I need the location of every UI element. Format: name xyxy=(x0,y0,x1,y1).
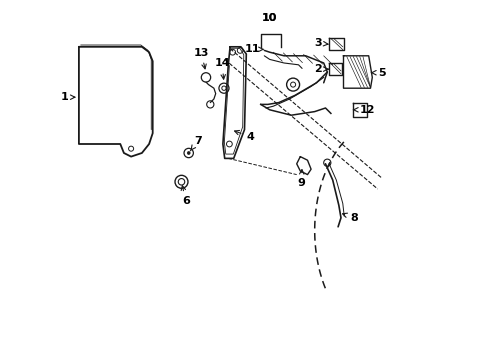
Text: 4: 4 xyxy=(234,130,254,142)
Text: 10: 10 xyxy=(261,13,276,23)
Text: 2: 2 xyxy=(313,64,327,74)
Text: 5: 5 xyxy=(371,68,385,78)
Text: 13: 13 xyxy=(193,48,208,69)
Text: 12: 12 xyxy=(353,105,374,115)
Text: 9: 9 xyxy=(297,170,305,188)
Text: 11: 11 xyxy=(244,44,263,54)
Text: 3: 3 xyxy=(314,38,327,48)
Text: 6: 6 xyxy=(181,186,189,206)
Circle shape xyxy=(187,152,190,154)
Text: 8: 8 xyxy=(342,213,357,223)
Text: 7: 7 xyxy=(190,136,202,151)
Text: 10: 10 xyxy=(261,13,276,23)
Text: 1: 1 xyxy=(60,92,75,102)
Text: 14: 14 xyxy=(214,58,229,79)
